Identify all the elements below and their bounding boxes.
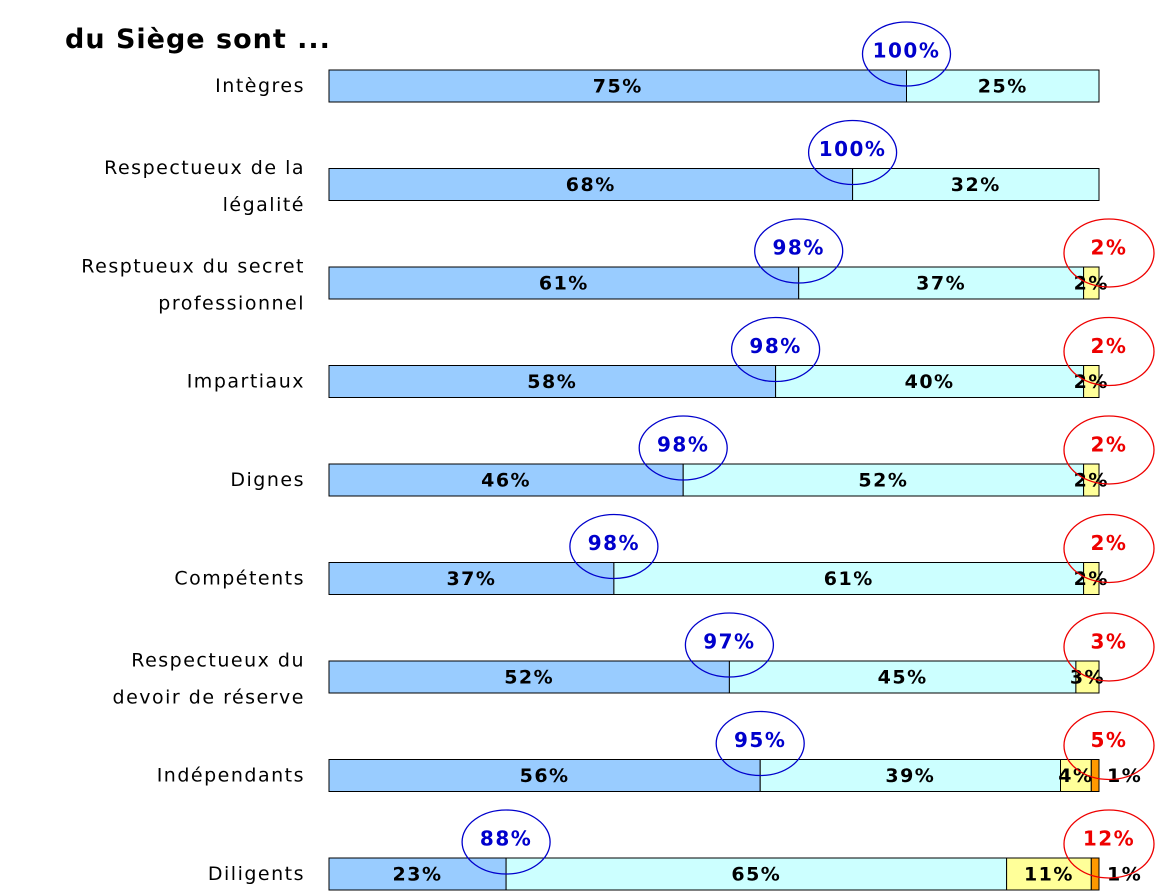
bar-segment <box>328 463 684 497</box>
value-label: 40% <box>905 371 955 393</box>
bar-segment <box>775 365 1085 398</box>
positive-total-label: 95% <box>734 728 786 752</box>
bar-segment <box>328 660 730 694</box>
value-label: 52% <box>504 667 554 689</box>
category-label: Dignes <box>230 469 305 491</box>
category-label: Intègres <box>215 75 305 97</box>
bar-segment <box>1083 266 1100 300</box>
negative-total-circle <box>1063 218 1155 288</box>
negative-total-circle <box>1063 809 1155 879</box>
category-label: Compétents <box>174 567 305 589</box>
positive-total-circle <box>461 809 551 875</box>
positive-total-circle <box>861 21 952 87</box>
value-label: 46% <box>481 470 531 492</box>
value-label: 2% <box>1074 273 1109 295</box>
value-label: 2% <box>1074 470 1109 492</box>
positive-total-label: 98% <box>588 531 640 555</box>
value-label: 45% <box>878 667 928 689</box>
bar-segment <box>1090 759 1100 792</box>
positive-total-label: 88% <box>480 827 532 851</box>
bar-segment <box>1006 857 1092 891</box>
bar-segment <box>328 562 615 595</box>
positive-total-circle <box>715 710 805 777</box>
bar-segment <box>613 562 1085 595</box>
positive-total-label: 100% <box>873 39 941 63</box>
value-label: 4% <box>1058 765 1093 787</box>
value-label: 25% <box>978 76 1028 98</box>
positive-total-circle <box>754 218 844 284</box>
value-label: 1% <box>1107 864 1142 886</box>
bar-segment <box>1090 857 1100 891</box>
value-label: 39% <box>885 765 935 787</box>
value-label: 1% <box>1107 765 1142 787</box>
negative-total-circle <box>1063 710 1155 781</box>
negative-total-label: 3% <box>1091 630 1128 654</box>
negative-total-circle <box>1063 612 1155 682</box>
category-label: Respectueux de la légalité <box>104 157 305 216</box>
bar-segment <box>328 857 507 891</box>
negative-total-circle <box>1063 316 1155 387</box>
bar-segment <box>505 857 1008 891</box>
negative-total-label: 2% <box>1091 531 1128 555</box>
positive-total-label: 98% <box>773 236 825 260</box>
value-label: 65% <box>731 864 781 886</box>
value-label: 23% <box>393 864 443 886</box>
positive-total-circle <box>569 513 659 580</box>
bar-segment <box>328 266 800 300</box>
negative-total-label: 12% <box>1083 827 1135 851</box>
positive-total-label: 98% <box>657 433 709 457</box>
bar-segment <box>328 69 907 103</box>
positive-total-circle <box>638 415 728 481</box>
bar-segment <box>798 266 1085 300</box>
value-label: 2% <box>1074 568 1109 590</box>
value-label: 75% <box>593 76 643 98</box>
value-label: 61% <box>824 568 874 590</box>
negative-total-circle <box>1063 513 1155 584</box>
category-label: Impartiaux <box>187 370 305 392</box>
value-label: 68% <box>566 174 616 196</box>
category-label: Diligents <box>208 863 305 885</box>
negative-total-label: 2% <box>1091 433 1128 457</box>
bar-segment <box>759 759 1061 792</box>
positive-total-circle <box>684 612 775 678</box>
negative-total-circle <box>1063 415 1155 485</box>
category-label: Indépendants <box>157 764 305 786</box>
value-label: 32% <box>951 174 1001 196</box>
bar-segment <box>1083 365 1100 398</box>
chart-title: du Siège sont ... <box>65 24 331 55</box>
bar-segment <box>1083 562 1100 595</box>
bar-segment <box>328 759 761 792</box>
negative-total-label: 2% <box>1091 334 1128 358</box>
value-label: 37% <box>446 568 496 590</box>
value-label: 2% <box>1074 371 1109 393</box>
positive-total-label: 97% <box>703 630 755 654</box>
bar-segment <box>1083 463 1100 497</box>
negative-total-label: 5% <box>1091 728 1128 752</box>
positive-total-label: 100% <box>819 137 887 161</box>
positive-total-circle <box>807 119 898 186</box>
positive-total-label: 98% <box>749 334 801 358</box>
value-label: 61% <box>539 273 589 295</box>
category-label: Resptueux du secret professionnel <box>81 255 305 314</box>
value-label: 37% <box>916 273 966 295</box>
category-label: Respectueux du devoir de réserve <box>113 649 305 708</box>
value-label: 58% <box>527 371 577 393</box>
value-label: 52% <box>858 470 908 492</box>
positive-total-circle <box>730 316 821 383</box>
value-label: 56% <box>520 765 570 787</box>
bar-segment <box>728 660 1077 694</box>
value-label: 11% <box>1024 864 1074 886</box>
negative-total-label: 2% <box>1091 236 1128 260</box>
